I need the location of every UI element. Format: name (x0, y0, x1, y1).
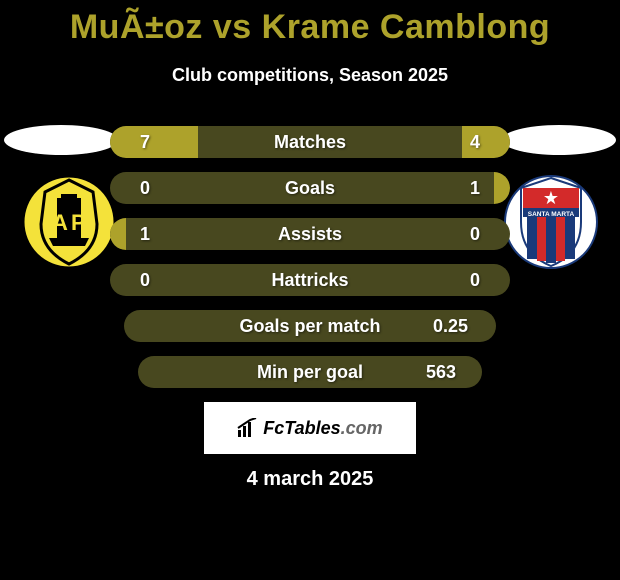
stat-row: Hattricks0 0 (0, 264, 620, 296)
brand-text: FcTables.com (263, 418, 382, 439)
stat-label: Assists (110, 218, 510, 250)
stat-label: Goals (110, 172, 510, 204)
stat-value-right: 1 (470, 172, 480, 204)
page-title: MuÃ±oz vs Krame Camblong (0, 0, 620, 47)
stat-label: Hattricks (110, 264, 510, 296)
stat-row: Assists1 0 (0, 218, 620, 250)
stat-value-left: 0 (140, 264, 150, 296)
stat-bar-track: Assists (110, 218, 510, 250)
stat-bar-track: Hattricks (110, 264, 510, 296)
stat-bar-track: Goals (110, 172, 510, 204)
match-date: 4 march 2025 (0, 468, 620, 491)
stat-value-right: 0 (470, 264, 480, 296)
stat-value-right: 563 (426, 356, 456, 388)
stat-label: Matches (110, 126, 510, 158)
stat-value-right: 0 (470, 218, 480, 250)
stat-value-right: 4 (470, 126, 480, 158)
stat-value-left: 1 (140, 218, 150, 250)
stat-value-right: 0.25 (433, 310, 468, 342)
stat-row: Goals0 1 (0, 172, 620, 204)
stat-value-left: 0 (140, 172, 150, 204)
stats-bars-area: Matches74Goals01Assists10Hattricks00Goal… (0, 126, 620, 388)
stat-value-left: 7 (140, 126, 150, 158)
chart-icon (237, 418, 257, 438)
stat-row: Matches7 4 (0, 126, 620, 158)
page-subtitle: Club competitions, Season 2025 (0, 65, 620, 86)
stat-bar-track: Matches (110, 126, 510, 158)
stat-row: Min per goal563 (0, 356, 620, 388)
stat-row: Goals per match0.25 (0, 310, 620, 342)
brand-box[interactable]: FcTables.com (204, 402, 416, 454)
